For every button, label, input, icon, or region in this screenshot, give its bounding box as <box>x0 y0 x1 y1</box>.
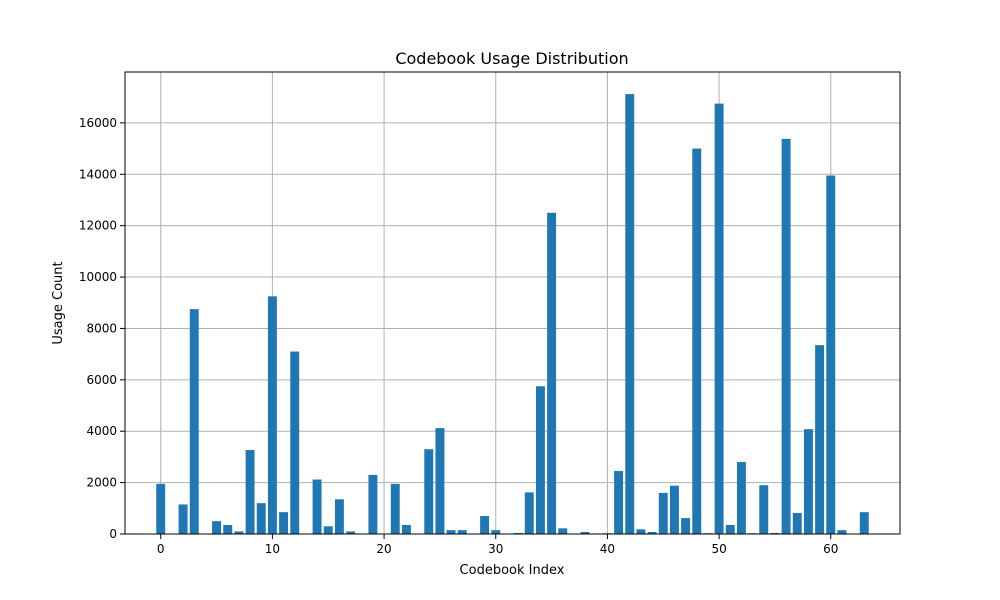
bar-9 <box>256 503 266 534</box>
bar-36 <box>558 528 568 534</box>
y-tick-label: 10000 <box>79 270 117 284</box>
y-tick-label: 12000 <box>79 219 117 233</box>
bar-63 <box>859 512 869 534</box>
bar-15 <box>323 526 333 534</box>
bar-35 <box>547 212 557 534</box>
bar-57 <box>792 512 802 534</box>
bar-50 <box>714 103 724 535</box>
bar-10 <box>267 296 277 534</box>
y-tick-label: 8000 <box>86 321 117 335</box>
x-tick-label: 20 <box>376 542 391 556</box>
bar-29 <box>480 516 490 534</box>
x-axis-label: Codebook Index <box>460 563 565 578</box>
bar-21 <box>390 483 400 534</box>
x-tick-label: 60 <box>823 542 838 556</box>
bar-33 <box>524 492 534 534</box>
bar-12 <box>290 351 300 534</box>
bar-60 <box>826 175 836 534</box>
bar-51 <box>725 525 735 534</box>
y-tick-label: 6000 <box>86 373 117 387</box>
bar-30 <box>491 530 501 534</box>
bar-43 <box>636 529 646 534</box>
y-axis-ticks: 0 2000 4000 6000 8000 10000 12000 14000 16000 <box>79 116 125 541</box>
x-tick-label: 10 <box>265 542 280 556</box>
bar-56 <box>781 138 791 535</box>
bar-7 <box>234 531 244 534</box>
bar-41 <box>614 471 624 534</box>
bar-32 <box>513 532 523 534</box>
bar-8 <box>245 449 255 534</box>
bar-61 <box>837 530 847 534</box>
bar-5 <box>212 521 222 534</box>
bar-6 <box>223 525 233 534</box>
bar-38 <box>580 531 590 534</box>
y-tick-label: 4000 <box>86 424 117 438</box>
bar-54 <box>759 485 769 534</box>
plot-frame <box>124 71 901 535</box>
bar-55 <box>770 532 780 534</box>
bar-44 <box>647 531 657 534</box>
bar-27 <box>457 530 467 534</box>
bar-14 <box>312 479 322 534</box>
bar-0 <box>156 483 166 534</box>
bars <box>156 94 869 535</box>
bar-45 <box>658 492 668 534</box>
bar-58 <box>803 429 813 534</box>
y-tick-label: 14000 <box>79 167 117 181</box>
x-tick-label: 50 <box>711 542 726 556</box>
bar-2 <box>178 504 188 534</box>
y-tick-label: 16000 <box>79 116 117 130</box>
bar-42 <box>625 94 635 534</box>
bar-52 <box>736 462 746 534</box>
bar-24 <box>424 449 434 534</box>
bar-26 <box>446 530 456 534</box>
bar-47 <box>681 518 691 534</box>
bar-25 <box>435 428 445 534</box>
y-tick-label: 2000 <box>86 476 117 490</box>
bar-59 <box>815 345 825 534</box>
bar-3 <box>189 309 199 534</box>
x-tick-label: 40 <box>600 542 615 556</box>
bar-34 <box>535 386 545 534</box>
x-tick-label: 0 <box>157 542 165 556</box>
y-tick-label: 0 <box>109 527 117 541</box>
bar-11 <box>279 512 289 534</box>
bar-17 <box>346 531 356 534</box>
bar-16 <box>334 499 344 534</box>
chart-title: Codebook Usage Distribution <box>395 49 628 68</box>
x-tick-label: 30 <box>488 542 503 556</box>
bar-48 <box>692 148 702 534</box>
bar-46 <box>669 485 679 534</box>
bar-19 <box>368 474 378 534</box>
y-axis-label: Usage Count <box>51 261 66 344</box>
bar-22 <box>401 525 411 534</box>
x-axis-ticks: 0 10 20 30 40 50 60 <box>157 534 838 556</box>
